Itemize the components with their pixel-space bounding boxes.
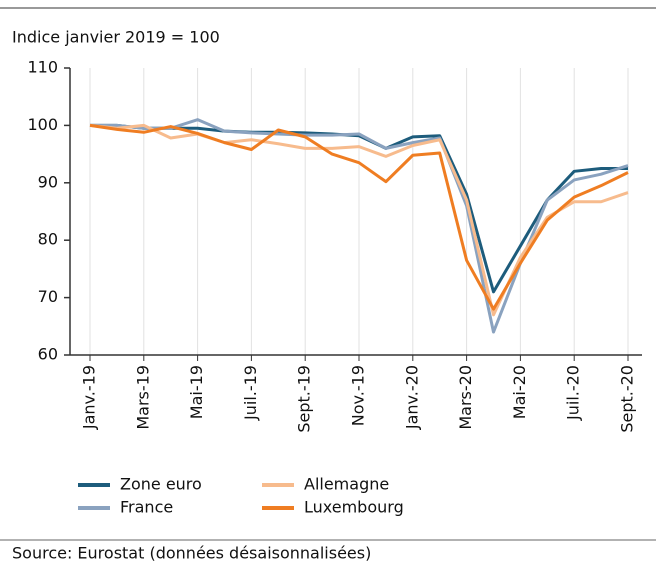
y-tick-label: 60 (38, 345, 58, 364)
y-tick-label: 110 (27, 58, 58, 77)
x-tick-label: Mai-19 (187, 365, 206, 419)
y-tick-label: 100 (27, 115, 58, 134)
legend-label: Zone euro (120, 475, 202, 494)
x-tick-label: Mai-20 (510, 365, 529, 419)
x-tick-label: Nov.-19 (349, 365, 368, 426)
chart-subtitle: Indice janvier 2019 = 100 (12, 28, 220, 47)
source: Source: Eurostat (données désaisonnalisé… (12, 544, 371, 563)
x-tick-label: Juil.-20 (564, 365, 583, 421)
line-series (90, 118, 629, 334)
x-tick-label: Janv.-19 (80, 365, 99, 430)
x-tick-label: Mars-20 (456, 365, 475, 430)
line-series (89, 123, 629, 311)
legend-label: Luxembourg (304, 498, 404, 517)
legend-label: France (120, 498, 173, 517)
y-tick-label: 70 (38, 287, 58, 306)
x-tick-label: Sept.-20 (618, 365, 637, 433)
x-tick-label: Juil.-19 (241, 365, 260, 421)
legend-label: Allemagne (304, 475, 389, 494)
x-tick-label: Janv.-20 (402, 365, 421, 430)
x-tick-label: Sept.-19 (295, 365, 314, 433)
x-tick-label: Mars-19 (133, 365, 152, 430)
y-tick-label: 80 (38, 230, 58, 249)
line-series (89, 123, 629, 317)
y-tick-label: 90 (38, 172, 58, 191)
